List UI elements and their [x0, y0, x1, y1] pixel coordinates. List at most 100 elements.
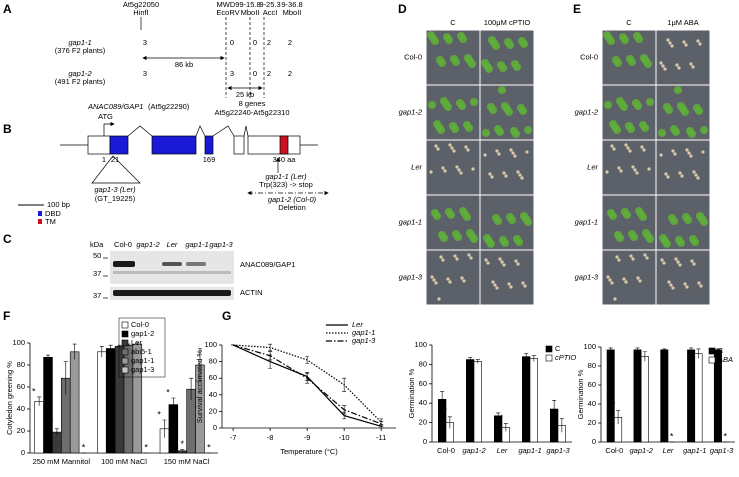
marker-enzyme: MboII — [241, 8, 260, 17]
legend-swatch — [38, 219, 42, 224]
error-bar — [72, 343, 77, 360]
marker-name: 9-25.3 — [259, 0, 280, 9]
photo-column-label: 100μM cPTIO — [484, 18, 531, 27]
seedling — [450, 146, 454, 150]
y-tick-label: 20 — [17, 426, 25, 435]
error-bar — [171, 397, 176, 412]
exon — [204, 135, 214, 155]
significance: * — [180, 439, 184, 449]
legend-label: C — [718, 346, 724, 355]
recombinants: 0 — [253, 69, 257, 78]
seedling — [646, 235, 654, 243]
seedling — [617, 166, 621, 170]
seedling — [671, 149, 675, 153]
error-bar — [524, 353, 529, 360]
seedling — [629, 254, 633, 258]
error-bar — [531, 355, 536, 362]
seedling — [613, 297, 617, 301]
bar — [97, 351, 107, 454]
seedling — [694, 173, 698, 177]
bar — [34, 400, 44, 454]
seedling — [495, 149, 499, 153]
seedling — [448, 143, 452, 147]
band — [113, 271, 231, 274]
legend-swatch — [121, 357, 129, 365]
seedling — [689, 154, 693, 158]
seedling — [606, 275, 610, 279]
error-bar — [162, 419, 167, 438]
band-label: ACTIN — [240, 288, 263, 297]
bar — [465, 359, 475, 443]
photo — [656, 30, 710, 85]
seedling — [501, 239, 509, 247]
significance: * — [157, 409, 161, 419]
seedling — [524, 218, 532, 226]
significance: * — [82, 442, 86, 452]
recombinants: 3 — [143, 69, 147, 78]
seedling — [645, 256, 649, 260]
plants: (491 F2 plants) — [55, 77, 106, 86]
panel-b: ANAC089/GAP1 (At5g22290) ATG 1 21 169 34… — [18, 102, 329, 226]
bar — [521, 356, 531, 443]
legend-label: TM — [45, 217, 56, 226]
legend-label: C — [555, 344, 561, 353]
seedling — [680, 174, 684, 178]
significance: * — [724, 431, 728, 441]
legend-label: gap1-1 — [131, 356, 154, 365]
gene-name: ANAC089/GAP1 — [87, 102, 143, 111]
exon — [109, 135, 129, 155]
legend-label: Ler — [352, 320, 363, 329]
error-bar — [696, 348, 701, 359]
photo — [480, 140, 534, 195]
seedling — [439, 255, 443, 259]
y-tick-label: 80 — [209, 357, 217, 366]
error-bar — [99, 346, 104, 358]
seedling — [666, 38, 670, 42]
seedling — [438, 59, 446, 67]
seedling — [514, 259, 518, 263]
y-tick-label: 80 — [588, 361, 596, 370]
seedling — [430, 275, 434, 279]
band — [113, 290, 231, 296]
x-tick-label: -8 — [267, 433, 274, 442]
seedling — [661, 64, 665, 68]
significance: * — [499, 413, 503, 423]
seedling — [631, 257, 635, 261]
seedling — [640, 145, 644, 149]
error-bar — [475, 359, 480, 364]
photo-row-label: Col-0 — [404, 52, 422, 61]
bar — [633, 349, 642, 443]
seedling — [687, 151, 691, 155]
seedling — [457, 168, 461, 172]
x-tick-label: gap1-2 — [630, 446, 654, 455]
seedling — [684, 216, 692, 224]
y-axis-title: Cotyledon greening % — [5, 361, 14, 435]
significance: * — [670, 431, 674, 441]
seedling — [669, 283, 673, 287]
x-tick-label: Ler — [497, 446, 508, 455]
seedling — [639, 213, 647, 221]
seedling — [469, 256, 473, 260]
seedling — [690, 259, 694, 263]
seedling — [490, 175, 494, 179]
seedling — [658, 129, 666, 137]
allele: gap1-1 — [68, 38, 91, 47]
seedling — [434, 281, 438, 285]
start-codon: ATG — [98, 112, 113, 121]
exon — [151, 135, 197, 155]
x-tick-label: gap1-3 — [546, 446, 570, 455]
band — [162, 262, 182, 266]
y-tick-label: 60 — [209, 373, 217, 382]
seedling — [671, 286, 675, 290]
seedling — [631, 165, 635, 169]
seedling — [453, 254, 457, 258]
seedling — [462, 279, 466, 283]
seedling — [470, 235, 478, 243]
seedling — [441, 258, 445, 262]
seedling — [678, 263, 682, 267]
seedling — [643, 253, 647, 257]
seedling — [509, 285, 513, 289]
seedling — [660, 258, 664, 262]
seedling — [700, 126, 708, 134]
seedling — [488, 172, 492, 176]
